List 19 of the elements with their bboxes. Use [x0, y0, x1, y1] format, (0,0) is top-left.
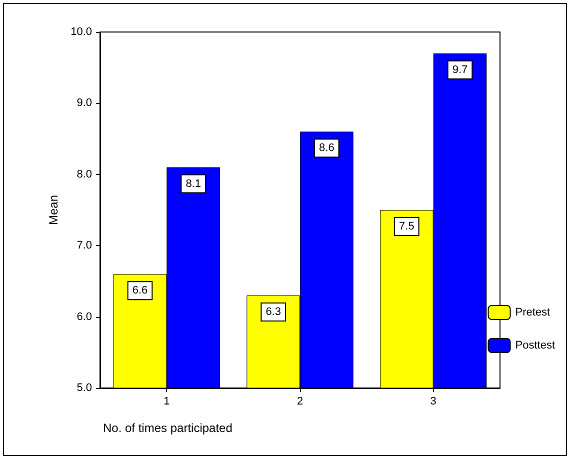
legend-label: Pretest — [515, 306, 550, 318]
data-label: 8.6 — [319, 142, 334, 154]
y-tick-label: 5.0 — [76, 382, 92, 394]
data-label: 9.7 — [452, 64, 468, 76]
y-tick-label: 6.0 — [76, 310, 92, 323]
data-label: 7.5 — [399, 220, 414, 232]
y-axis-title: Mean — [46, 194, 61, 226]
y-tick-label: 9.0 — [76, 97, 92, 110]
legend-label: Posttest — [515, 340, 556, 352]
y-tick-label: 7.0 — [76, 240, 92, 252]
data-label: 8.1 — [186, 178, 201, 190]
x-tick-label: 1 — [164, 396, 170, 408]
x-tick-label: 3 — [430, 396, 436, 408]
data-label: 6.3 — [266, 306, 281, 318]
x-axis-title: No. of times participated — [103, 421, 232, 435]
y-tick-label: 8.0 — [76, 168, 92, 180]
y-tick-label: 10.0 — [70, 26, 92, 38]
x-tick-label: 2 — [296, 396, 304, 408]
data-label: 6.6 — [132, 284, 148, 297]
